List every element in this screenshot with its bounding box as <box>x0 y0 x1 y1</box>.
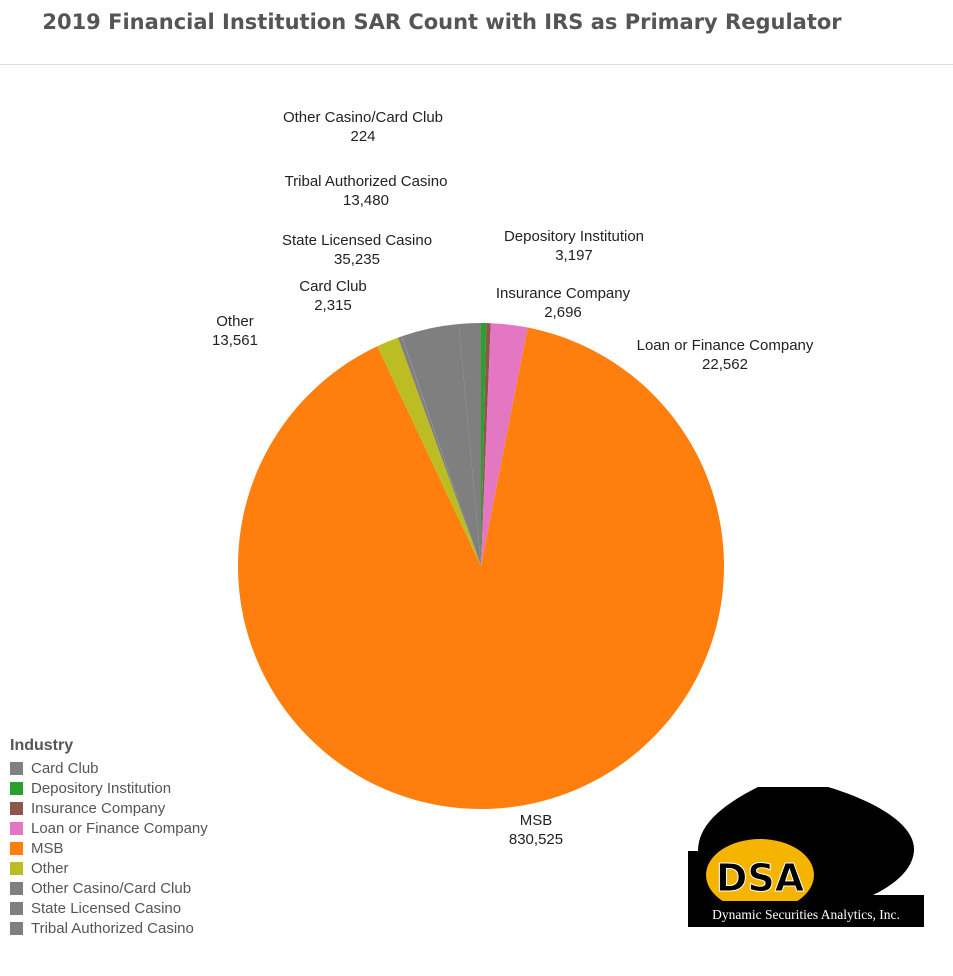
legend-swatch <box>10 881 23 895</box>
legend-item[interactable]: Insurance Company <box>10 798 208 818</box>
data-label-name-other-casino-card-club: Other Casino/Card Club <box>283 109 443 126</box>
legend-swatch <box>10 861 23 875</box>
pie-slice-card-club <box>397 336 481 566</box>
legend-label: Other Casino/Card Club <box>31 879 192 897</box>
legend-item[interactable]: Other Casino/Card Club <box>10 878 208 898</box>
data-label-value-card-club: 2,315 <box>314 297 352 314</box>
legend-swatch <box>10 921 23 935</box>
data-label-value-insurance-company: 2,696 <box>544 304 582 321</box>
legend-swatch <box>10 761 23 775</box>
logo-mark: DSA <box>716 856 805 900</box>
pie-slice-other <box>377 337 481 566</box>
legend-item[interactable]: Loan or Finance Company <box>10 818 208 838</box>
logo-company: Dynamic Securities Analytics, Inc. <box>712 907 900 922</box>
pie-slice-insurance-company <box>481 323 491 566</box>
data-label-name-other: Other <box>216 313 254 330</box>
legend-item[interactable]: Card Club <box>10 758 208 778</box>
data-label-value-other-casino-card-club: 224 <box>350 128 375 145</box>
title-divider <box>0 64 953 65</box>
pie-slice-depository-institution <box>481 323 487 566</box>
data-label-value-msb: 830,525 <box>509 831 563 848</box>
data-label-name-state-licensed-casino: State Licensed Casino <box>282 232 432 249</box>
legend-label: Depository Institution <box>31 779 172 797</box>
legend-swatch <box>10 821 23 835</box>
legend-title: Industry <box>10 737 74 754</box>
pie-slice-state-licensed-casino <box>401 324 481 566</box>
data-label-name-card-club: Card Club <box>299 278 367 295</box>
data-label-name-msb: MSB <box>520 812 553 829</box>
data-label-name-depository-institution: Depository Institution <box>504 228 644 245</box>
legend-label: State Licensed Casino <box>31 899 182 917</box>
data-label-value-tribal-authorized-casino: 13,480 <box>343 192 389 209</box>
data-label-value-loan-or-finance-company: 22,562 <box>702 356 748 373</box>
data-label-value-other: 13,561 <box>212 332 258 349</box>
legend-item[interactable]: Depository Institution <box>10 778 208 798</box>
legend-item[interactable]: State Licensed Casino <box>10 898 208 918</box>
data-label-name-insurance-company: Insurance Company <box>496 285 631 302</box>
legend-label: Other <box>31 859 69 877</box>
chart-title: 2019 Financial Institution SAR Count wit… <box>42 10 842 34</box>
data-label-name-tribal-authorized-casino: Tribal Authorized Casino <box>285 173 448 190</box>
dsa-logo: DSA Dynamic Securities Analytics, Inc. <box>688 787 924 927</box>
legend-swatch <box>10 901 23 915</box>
legend-label: MSB <box>31 839 64 857</box>
legend-label: Card Club <box>31 759 99 777</box>
data-label-value-depository-institution: 3,197 <box>555 247 593 264</box>
pie-slice-tribal-authorized-casino <box>458 323 481 566</box>
data-label-name-loan-or-finance-company: Loan or Finance Company <box>637 337 814 354</box>
legend-item[interactable]: Tribal Authorized Casino <box>10 918 208 938</box>
legend-item[interactable]: Other <box>10 858 208 878</box>
legend-label: Loan or Finance Company <box>31 819 208 837</box>
legend-swatch <box>10 801 23 815</box>
data-label-value-state-licensed-casino: 35,235 <box>334 251 380 268</box>
legend-items: Card Club Depository Institution Insurance… <box>10 758 208 938</box>
legend-swatch <box>10 841 23 855</box>
legend-label: Tribal Authorized Casino <box>31 919 194 937</box>
pie-slice-msb <box>238 327 724 809</box>
legend-item[interactable]: MSB <box>10 838 208 858</box>
legend-swatch <box>10 781 23 795</box>
legend-label: Insurance Company <box>31 799 166 817</box>
pie-slice-other-casino-card-club <box>401 336 481 566</box>
pie-slice-loan-or-finance-company <box>481 323 528 566</box>
legend: Industry Card Club Depository Institution… <box>10 737 208 938</box>
